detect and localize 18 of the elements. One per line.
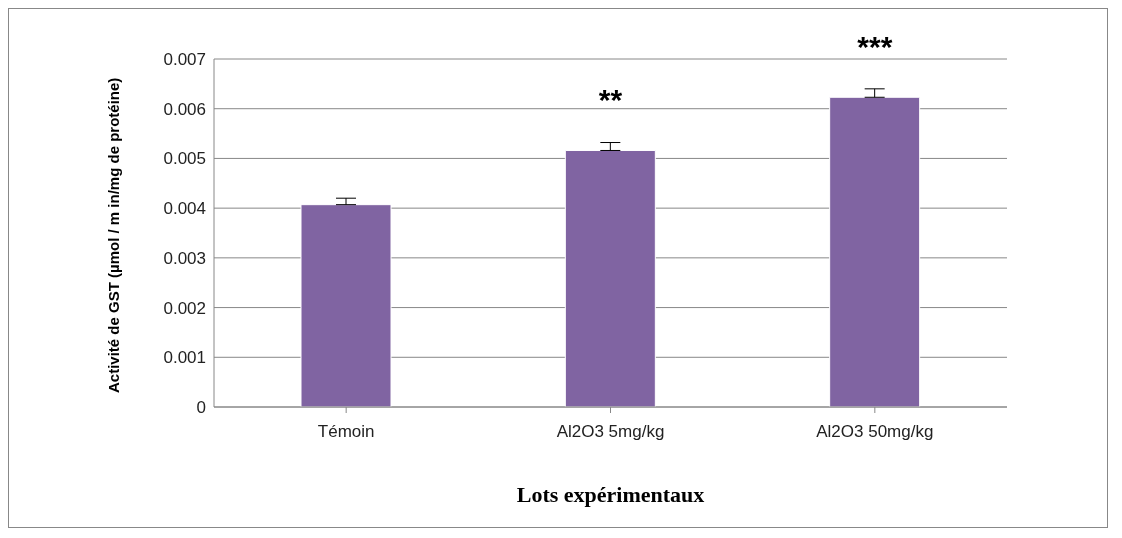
annotation: **	[598, 83, 623, 117]
y-tick-label: 0.002	[163, 298, 206, 318]
x-axis-title: Lots expérimentaux	[516, 482, 705, 507]
bar	[564, 149, 656, 407]
bar	[829, 96, 921, 407]
y-axis-title: Activité de GST (µmol / m in/mg de protéine)	[105, 77, 123, 393]
x-tick-label: Al2O3 50mg/kg	[816, 422, 934, 442]
y-tick-label: 0.004	[163, 199, 206, 219]
x-tick-label: Témoin	[317, 422, 375, 442]
y-tick-label: 0.005	[163, 149, 206, 169]
y-tick-label: 0	[196, 398, 206, 418]
y-tick-label: 0.001	[163, 348, 206, 368]
y-tick-label: 0.007	[163, 50, 206, 70]
y-tick-label: 0.003	[163, 248, 206, 268]
y-tick-label: 0.006	[163, 99, 206, 119]
annotation: ***	[857, 30, 893, 64]
bar	[300, 204, 392, 407]
x-tick-label: Al2O3 5mg/kg	[556, 422, 665, 442]
